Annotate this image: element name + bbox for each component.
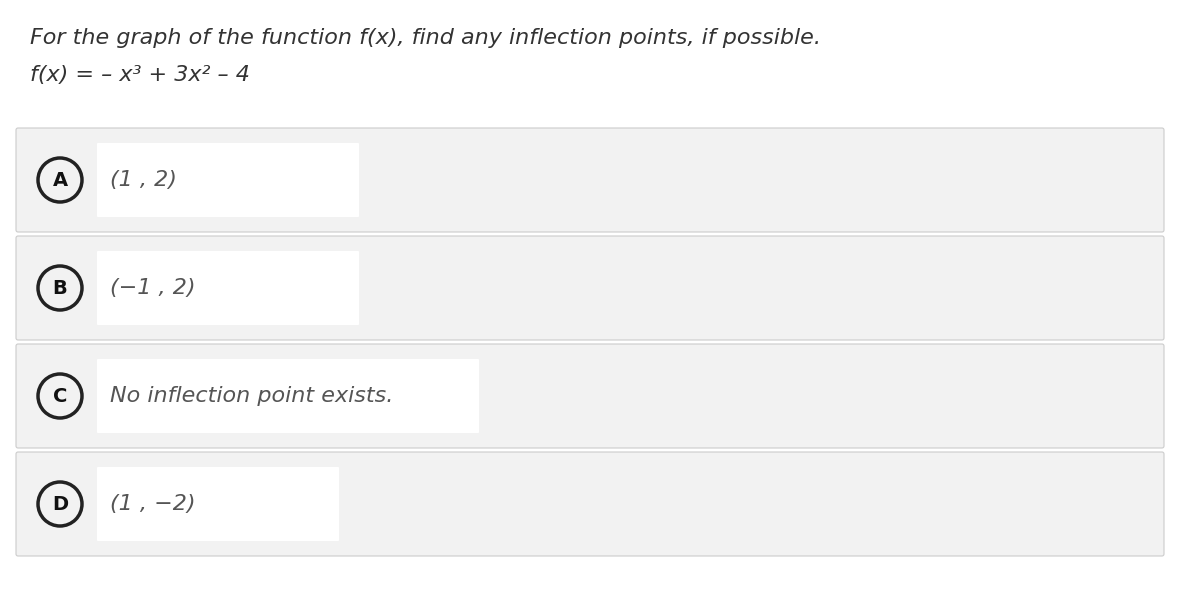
FancyBboxPatch shape [17,128,1163,232]
Text: A: A [52,171,67,190]
FancyBboxPatch shape [17,236,1163,340]
Text: No inflection point exists.: No inflection point exists. [110,386,393,406]
Text: D: D [52,494,68,513]
Text: (1 , 2): (1 , 2) [110,170,177,190]
Text: (1 , −2): (1 , −2) [110,494,196,514]
FancyBboxPatch shape [17,344,1163,448]
Circle shape [38,158,81,202]
Circle shape [38,266,81,310]
Text: B: B [53,279,67,298]
Circle shape [38,482,81,526]
Text: (−1 , 2): (−1 , 2) [110,278,196,298]
FancyBboxPatch shape [97,251,359,325]
Text: f(x) = – x³ + 3x² – 4: f(x) = – x³ + 3x² – 4 [30,65,250,85]
FancyBboxPatch shape [97,359,479,433]
FancyBboxPatch shape [97,143,359,217]
FancyBboxPatch shape [17,452,1163,556]
Text: C: C [53,386,67,405]
FancyBboxPatch shape [97,467,339,541]
Text: For the graph of the function f(x), find any inflection points, if possible.: For the graph of the function f(x), find… [30,28,821,48]
Circle shape [38,374,81,418]
